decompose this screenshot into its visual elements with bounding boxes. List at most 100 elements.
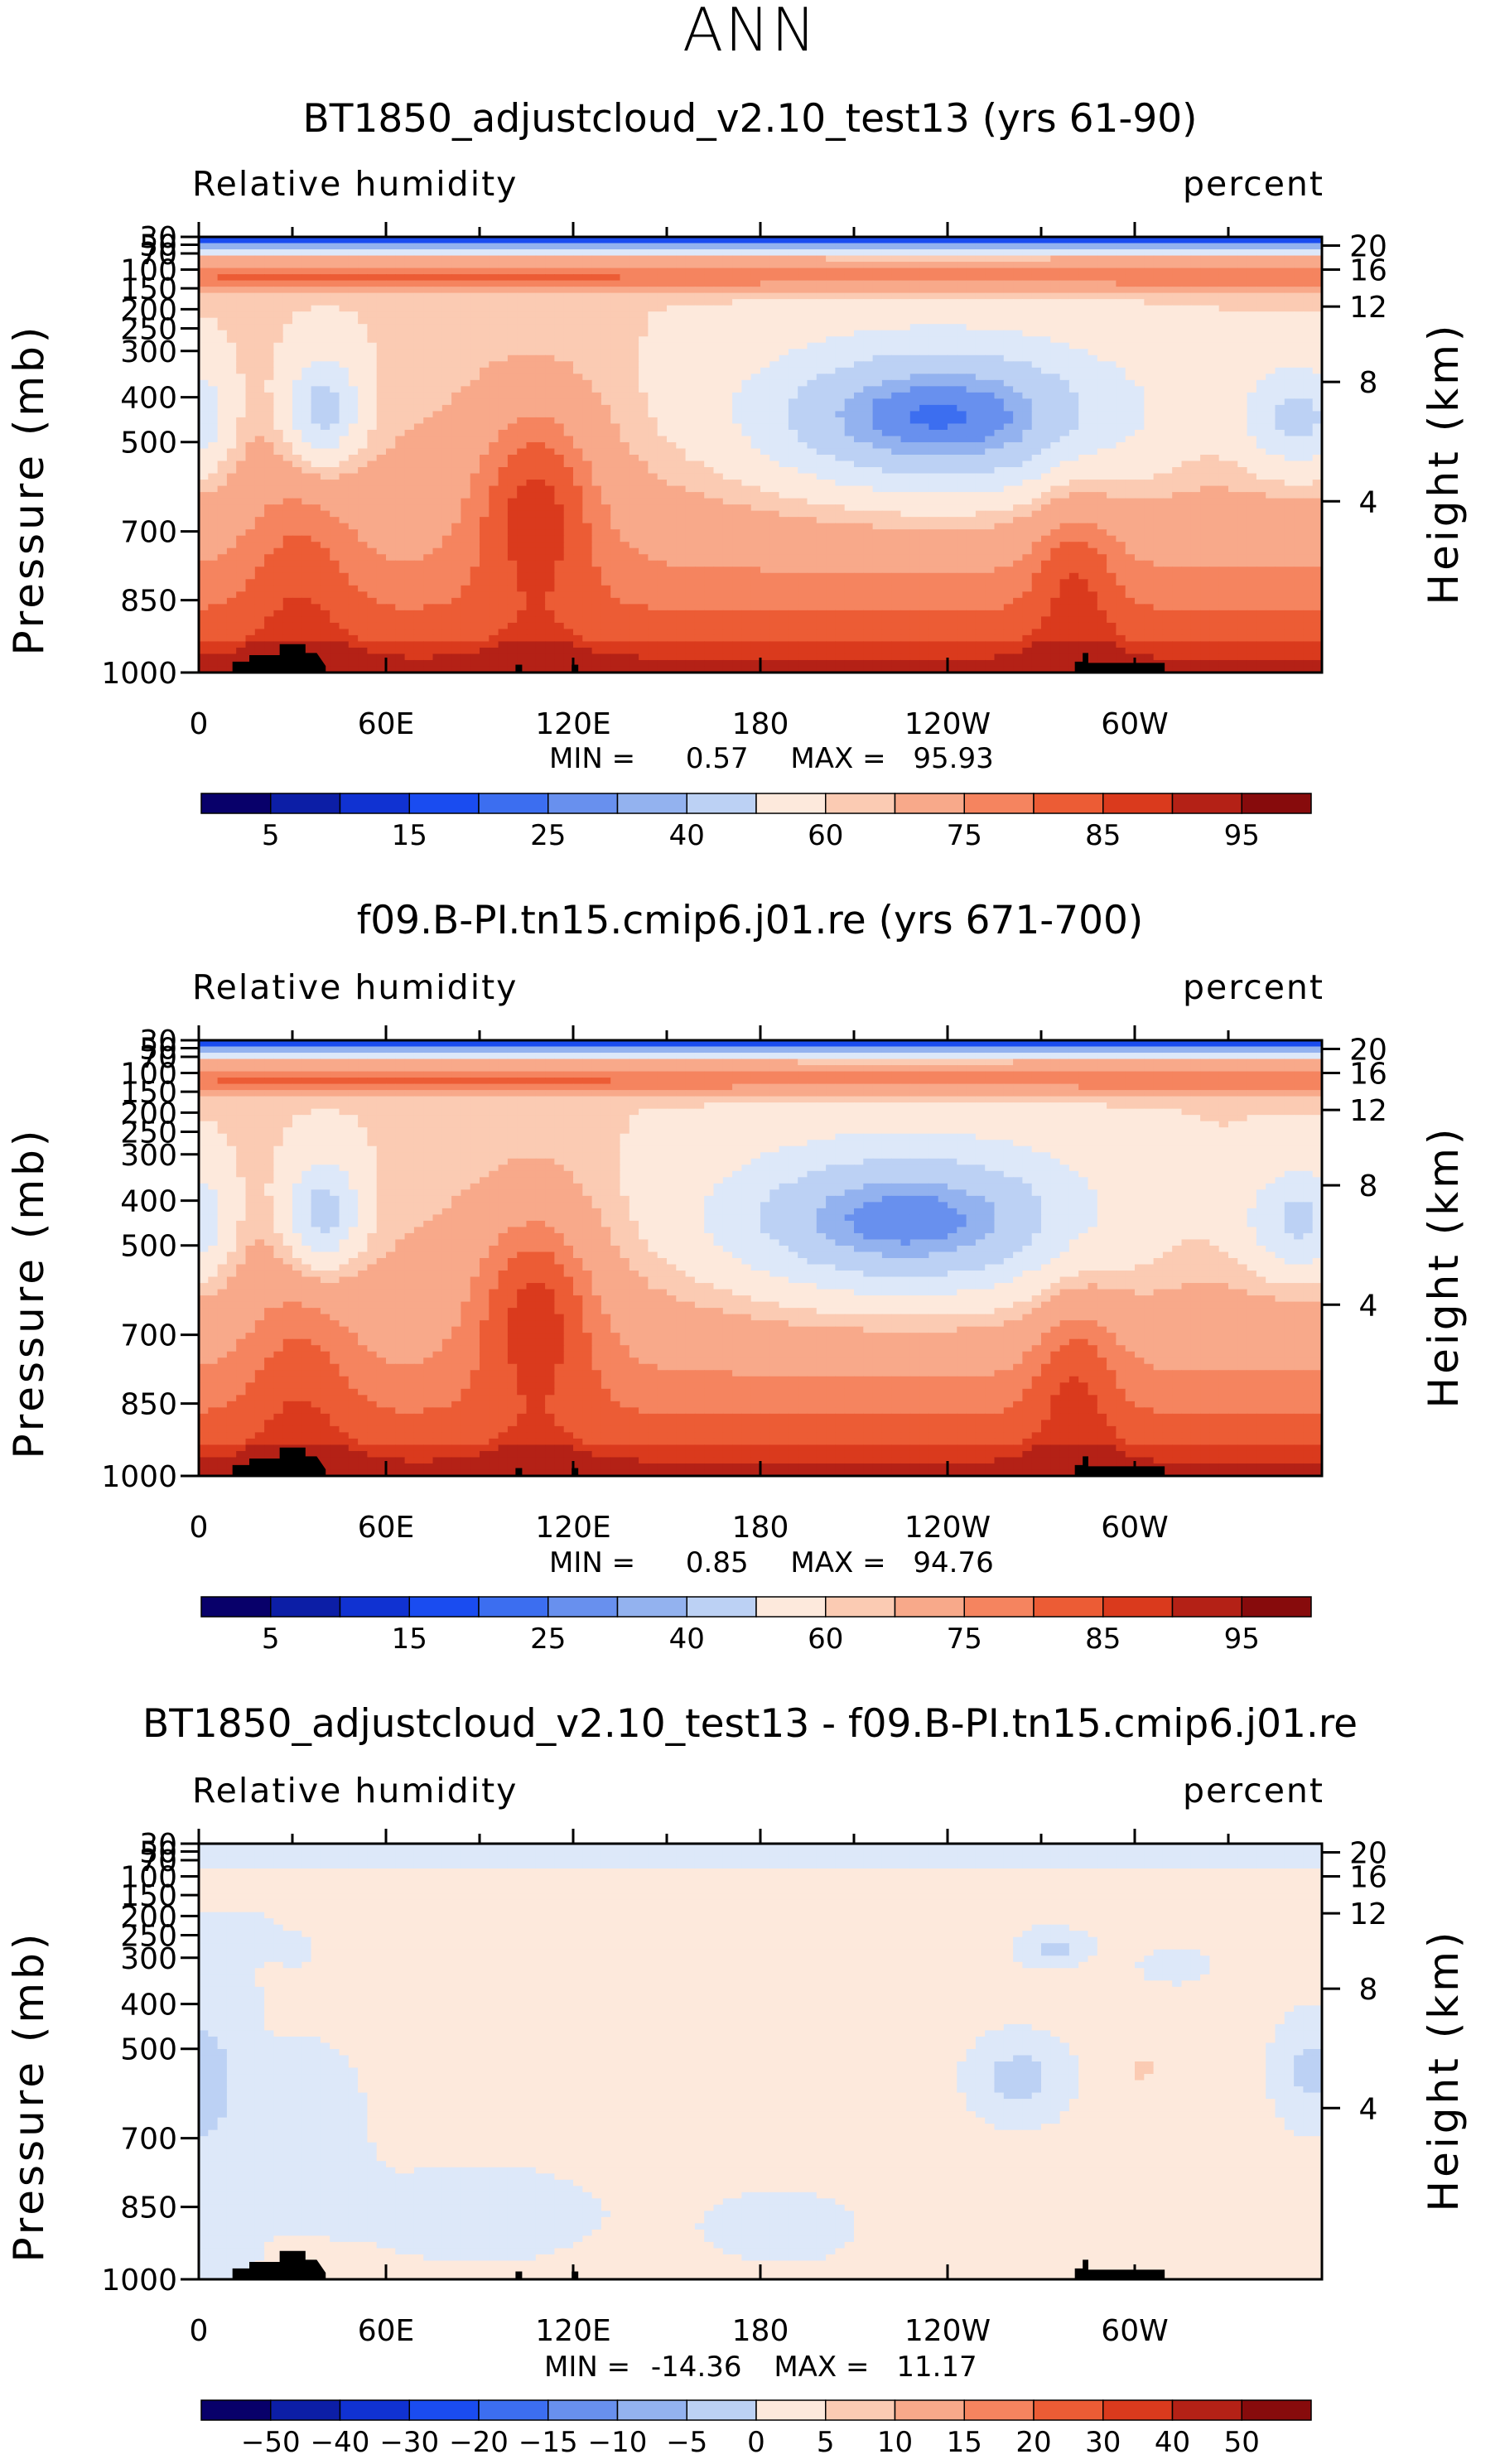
contour-cell <box>667 386 677 393</box>
contour-cell <box>1013 441 1023 450</box>
contour-cell <box>563 311 574 319</box>
contour-cell <box>1312 243 1323 250</box>
contour-cell <box>760 287 770 294</box>
contour-cell <box>1153 299 1164 306</box>
contour-cell <box>1003 342 1014 350</box>
contour-cell <box>545 249 555 257</box>
contour-cell <box>226 411 237 418</box>
contour-cell <box>1190 398 1201 406</box>
contour-cell <box>1303 262 1314 269</box>
contour-cell <box>1162 324 1173 331</box>
contour-cell <box>1022 255 1033 263</box>
contour-cell <box>966 274 977 282</box>
contour-cell <box>330 311 340 319</box>
contour-cell <box>750 392 761 399</box>
contour-cell <box>779 262 789 269</box>
contour-cell <box>909 274 920 282</box>
contour-cell <box>1247 423 1257 431</box>
contour-cell <box>769 398 780 406</box>
contour-cell <box>1190 237 1201 244</box>
contour-cell <box>1284 349 1295 356</box>
contour-cell <box>320 336 330 344</box>
contour-cell <box>1237 392 1248 399</box>
contour-cell <box>994 423 1005 431</box>
contour-cell <box>750 311 761 319</box>
contour-cell <box>245 441 256 450</box>
contour-cell <box>1237 361 1248 369</box>
contour-cell <box>461 268 471 275</box>
contour-cell <box>854 255 864 263</box>
contour-cell <box>816 317 827 325</box>
contour-cell <box>1266 280 1276 287</box>
contour-cell <box>844 342 855 350</box>
contour-cell <box>1294 374 1304 381</box>
contour-cell <box>1050 274 1061 282</box>
contour-cell <box>441 404 452 412</box>
contour-cell <box>1190 324 1201 331</box>
contour-cell <box>236 299 247 306</box>
contour-cell <box>1125 467 1136 475</box>
contour-cell <box>1022 243 1033 250</box>
contour-cell <box>320 417 330 425</box>
contour-cell <box>1247 367 1257 374</box>
contour-cell <box>1116 448 1126 456</box>
contour-cell <box>273 392 284 399</box>
contour-cell <box>722 460 733 468</box>
contour-cell <box>741 262 752 269</box>
contour-cell <box>919 317 929 325</box>
contour-cell <box>282 330 293 337</box>
contour-cell <box>657 287 668 294</box>
contour-cell <box>330 441 340 450</box>
contour-cell <box>1284 255 1295 263</box>
contour-cell <box>208 473 219 480</box>
contour-cell <box>741 398 752 406</box>
contour-cell <box>750 262 761 269</box>
contour-cell <box>1097 374 1107 381</box>
contour-cell <box>985 249 996 257</box>
contour-cell <box>311 367 321 374</box>
contour-cell <box>1247 467 1257 475</box>
contour-cell <box>376 411 387 418</box>
contour-cell <box>367 374 378 381</box>
contour-cell <box>236 411 247 418</box>
contour-cell <box>685 262 696 269</box>
contour-cell <box>1228 354 1238 362</box>
contour-cell <box>376 274 387 282</box>
contour-cell <box>676 287 687 294</box>
contour-cell <box>1135 255 1145 263</box>
contour-cell <box>694 330 705 337</box>
contour-cell <box>994 398 1005 406</box>
contour-cell <box>554 392 565 399</box>
contour-cell <box>704 349 715 356</box>
contour-cell <box>386 441 396 450</box>
contour-cell <box>292 436 302 443</box>
contour-cell <box>788 317 798 325</box>
contour-cell <box>957 411 967 418</box>
contour-cell <box>489 354 499 362</box>
contour-cell <box>441 311 452 319</box>
contour-cell <box>844 485 855 493</box>
contour-cell <box>788 274 798 282</box>
contour-cell <box>1116 386 1126 393</box>
contour-cell <box>788 448 798 456</box>
contour-cell <box>480 448 490 456</box>
contour-cell <box>1303 448 1314 456</box>
contour-cell <box>591 423 602 431</box>
contour-cell <box>807 274 818 282</box>
contour-cell <box>1172 336 1183 344</box>
contour-cell <box>545 379 555 387</box>
contour-cell <box>273 317 284 325</box>
contour-cell <box>441 467 452 475</box>
contour-cell <box>694 237 705 244</box>
contour-cell <box>948 336 957 344</box>
contour-cell <box>1303 404 1314 412</box>
contour-cell <box>620 473 630 480</box>
contour-cell <box>750 404 761 412</box>
contour-cell <box>217 292 228 300</box>
contour-cell <box>1228 404 1238 412</box>
contour-cell <box>441 367 452 374</box>
contour-cell <box>694 455 705 462</box>
contour-cell <box>1107 311 1117 319</box>
contour-cell <box>694 448 705 456</box>
contour-cell <box>667 311 677 319</box>
